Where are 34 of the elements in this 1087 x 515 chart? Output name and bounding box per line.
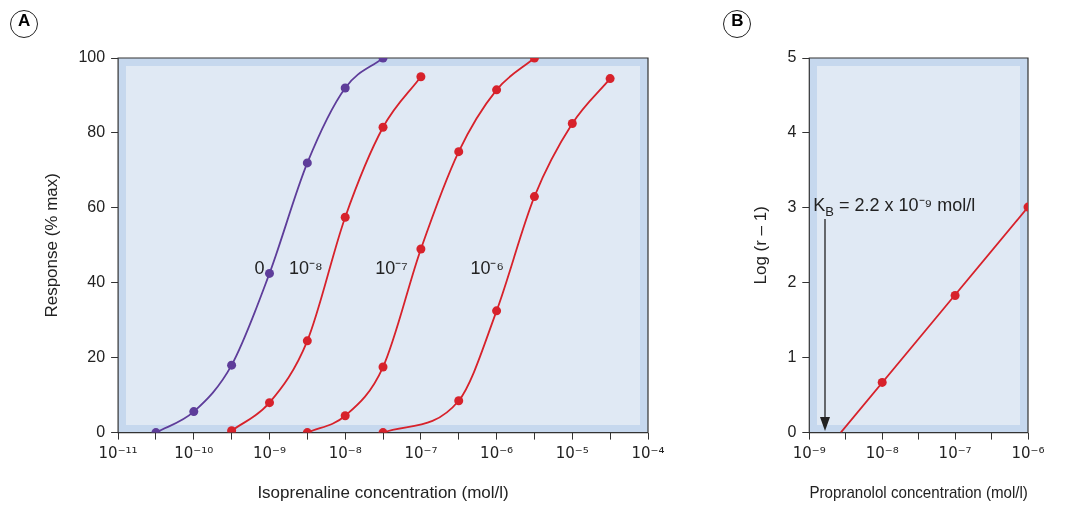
chart-title: A xyxy=(10,10,39,38)
y-tick-label: 3 xyxy=(787,198,797,216)
y-tick-label: 1 xyxy=(787,348,797,366)
y-tick-label: 40 xyxy=(87,273,106,291)
x-tick-label: 10⁻⁷ xyxy=(404,444,438,463)
series-label: 10⁻⁸ xyxy=(289,257,323,278)
series-label: 10⁻⁷ xyxy=(375,257,408,278)
y-tick-label: 100 xyxy=(78,48,106,66)
chart-title: B xyxy=(723,10,752,38)
x-tick-label: 10⁻⁸ xyxy=(865,444,899,463)
x-tick-label: 10⁻⁹ xyxy=(252,444,287,463)
x-tick-label: 10⁻⁶ xyxy=(1011,444,1045,463)
y-tick-label: 80 xyxy=(87,123,106,141)
x-tick-label: 10⁻¹¹ xyxy=(98,444,138,463)
y-axis-title: Response (% max) xyxy=(41,173,61,318)
x-axis-title: Isoprenaline concentration (mol/l) xyxy=(257,483,509,503)
y-tick-label: 60 xyxy=(87,198,106,216)
series-label: 0 xyxy=(254,257,265,278)
x-tick-label: 10⁻⁹ xyxy=(792,444,826,463)
x-tick-label: 10⁻⁷ xyxy=(938,444,972,463)
y-axis-title: Log (r – 1) xyxy=(750,206,770,285)
y-tick-label: 0 xyxy=(96,423,106,441)
series-label: 10⁻⁶ xyxy=(470,257,504,278)
x-tick-label: 10⁻⁶ xyxy=(480,444,514,463)
x-tick-label: 10⁻¹⁰ xyxy=(174,444,214,463)
y-tick-label: 5 xyxy=(787,48,797,66)
x-axis-title: Propranolol concentration (mol/l) xyxy=(809,482,1028,502)
y-tick-label: 0 xyxy=(787,423,797,441)
y-tick-label: 4 xyxy=(787,123,797,141)
y-tick-label: 20 xyxy=(87,348,106,366)
y-tick-label: 2 xyxy=(787,273,797,291)
x-tick-label: 10⁻⁴ xyxy=(631,444,665,463)
x-tick-label: 10⁻⁸ xyxy=(328,444,362,463)
x-tick-label: 10⁻⁵ xyxy=(555,444,589,463)
